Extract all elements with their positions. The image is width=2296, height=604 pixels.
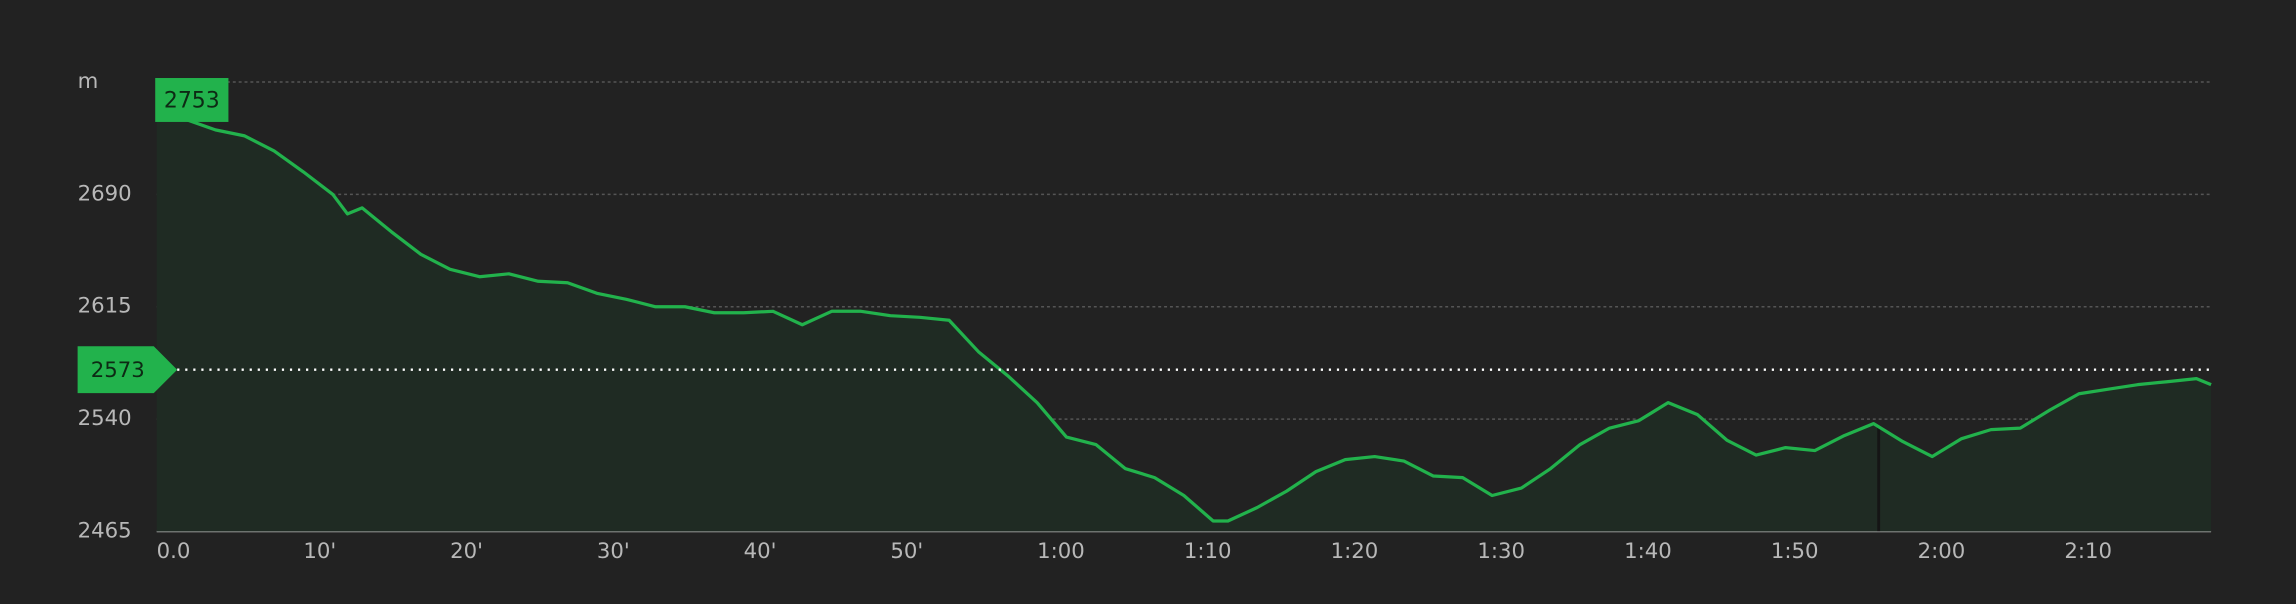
x-tick-label: 1:50 xyxy=(1771,539,1819,564)
y-tick-label: 2465 xyxy=(78,519,132,544)
x-tick-label: 50' xyxy=(890,539,923,564)
x-tick-label: 1:10 xyxy=(1184,539,1232,564)
y-tick-label: 2615 xyxy=(78,294,132,319)
y-tick-label: 2690 xyxy=(78,181,132,206)
current-elevation-label: 2573 xyxy=(91,358,145,383)
x-tick-label: 20' xyxy=(450,539,483,564)
x-tick-label: 0.0 xyxy=(157,539,191,564)
elevation-area xyxy=(156,112,2212,532)
x-tick-label: 2:10 xyxy=(2064,539,2112,564)
x-tick-label: 40' xyxy=(744,539,777,564)
x-tick-label: 1:40 xyxy=(1624,539,1672,564)
max-elevation-badge xyxy=(155,78,229,122)
y-axis-unit: m xyxy=(78,69,99,94)
max-elevation-label: 2753 xyxy=(164,88,220,113)
x-tick-label: 1:00 xyxy=(1037,539,1085,564)
x-tick-label: 30' xyxy=(597,539,630,564)
x-tick-label: 10' xyxy=(303,539,336,564)
elevation-line xyxy=(156,110,2212,523)
x-tick-label: 2:00 xyxy=(1918,539,1966,564)
x-tick-label: 1:30 xyxy=(1477,539,1525,564)
y-tick-label: 2540 xyxy=(78,406,132,431)
current-elevation-badge xyxy=(77,346,178,394)
x-tick-label: 1:20 xyxy=(1331,539,1379,564)
